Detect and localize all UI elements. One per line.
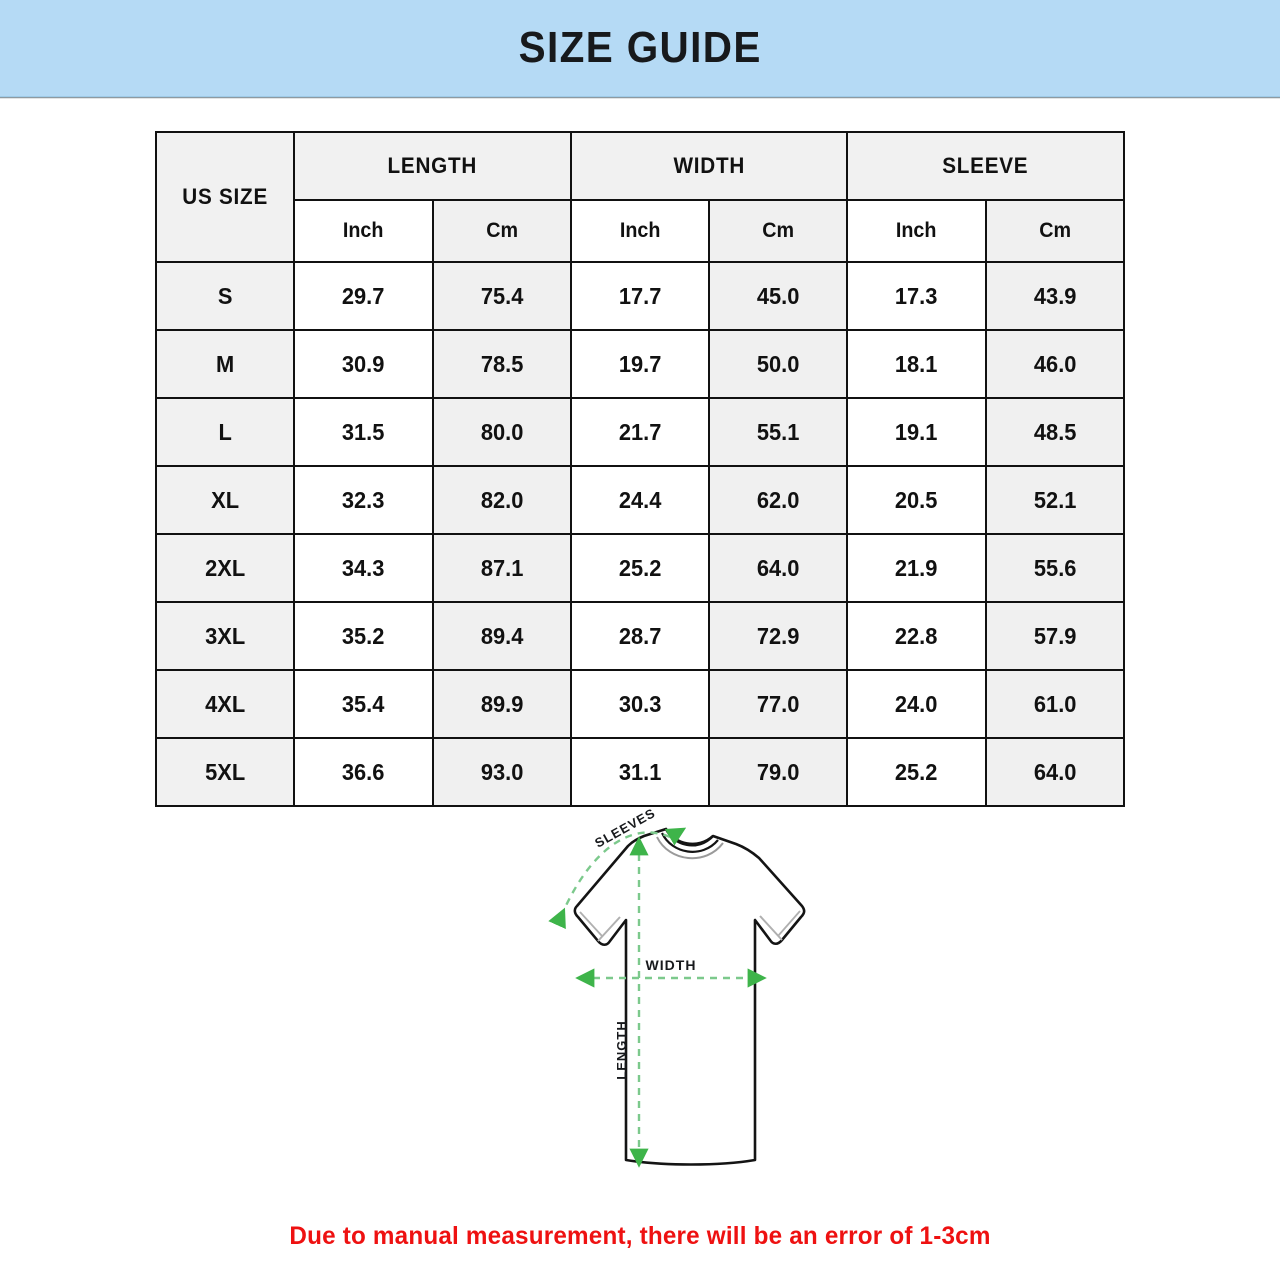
unit-header-sleeve-inch: Inch xyxy=(846,199,987,263)
table-row: S 29.7 75.4 17.7 45.0 17.3 43.9 xyxy=(154,261,1126,331)
cell-length-cm: 75.4 xyxy=(431,261,572,331)
cell-width-inch: 30.3 xyxy=(569,669,711,739)
cell-width-cm: 72.9 xyxy=(708,601,849,671)
table-unit-header-row: Inch Cm Inch Cm Inch Cm xyxy=(156,199,1126,263)
cell-width-inch: 31.1 xyxy=(569,737,711,807)
cell-size: S xyxy=(154,261,296,331)
cell-sleeve-cm: 55.6 xyxy=(984,533,1126,603)
column-header-width: WIDTH xyxy=(569,131,849,201)
cell-size: XL xyxy=(154,465,296,535)
cell-sleeve-cm: 64.0 xyxy=(984,737,1126,807)
unit-header-width-inch: Inch xyxy=(569,199,711,263)
cell-sleeve-cm: 52.1 xyxy=(984,465,1126,535)
cell-length-cm: 89.4 xyxy=(431,601,572,671)
cell-size: M xyxy=(154,329,296,399)
unit-header-sleeve-cm: Cm xyxy=(984,199,1126,263)
cell-length-inch: 30.9 xyxy=(293,329,434,399)
unit-header-length-cm: Cm xyxy=(431,199,572,263)
unit-header-length-inch: Inch xyxy=(293,199,434,263)
cell-length-cm: 78.5 xyxy=(431,329,572,399)
cell-size: 2XL xyxy=(154,533,296,603)
cell-sleeve-inch: 25.2 xyxy=(846,737,987,807)
cell-sleeve-inch: 22.8 xyxy=(846,601,987,671)
size-table-body: S 29.7 75.4 17.7 45.0 17.3 43.9 M 30.9 7… xyxy=(154,261,1126,807)
cell-width-inch: 19.7 xyxy=(569,329,711,399)
cell-sleeve-cm: 43.9 xyxy=(984,261,1126,331)
cell-length-cm: 93.0 xyxy=(431,737,572,807)
cell-length-inch: 31.5 xyxy=(293,397,434,467)
size-table-container: US SIZE LENGTH WIDTH SLEEVE Inch Cm xyxy=(154,131,1126,807)
cell-sleeve-cm: 48.5 xyxy=(984,397,1126,467)
cell-sleeve-inch: 18.1 xyxy=(846,329,987,399)
cell-length-inch: 29.7 xyxy=(293,261,434,331)
cell-length-cm: 87.1 xyxy=(431,533,572,603)
width-label: WIDTH xyxy=(646,957,697,973)
cell-sleeve-inch: 21.9 xyxy=(846,533,987,603)
cell-size: 3XL xyxy=(154,601,296,671)
cell-length-cm: 89.9 xyxy=(431,669,572,739)
cell-size: L xyxy=(154,397,296,467)
table-row: 4XL 35.4 89.9 30.3 77.0 24.0 61.0 xyxy=(154,669,1126,739)
cell-width-cm: 64.0 xyxy=(708,533,849,603)
cell-width-inch: 28.7 xyxy=(569,601,711,671)
table-row: 5XL 36.6 93.0 31.1 79.0 25.2 64.0 xyxy=(154,737,1126,807)
cell-size: 4XL xyxy=(154,669,296,739)
cell-sleeve-inch: 20.5 xyxy=(846,465,987,535)
cell-sleeve-cm: 57.9 xyxy=(984,601,1126,671)
table-row: L 31.5 80.0 21.7 55.1 19.1 48.5 xyxy=(154,397,1126,467)
header-band: SIZE GUIDE xyxy=(0,0,1280,96)
length-label: LENGTH xyxy=(614,1020,629,1079)
cell-width-inch: 21.7 xyxy=(569,397,711,467)
header-divider xyxy=(0,96,1280,99)
cell-width-cm: 79.0 xyxy=(708,737,849,807)
table-row: M 30.9 78.5 19.7 50.0 18.1 46.0 xyxy=(154,329,1126,399)
cell-width-cm: 62.0 xyxy=(708,465,849,535)
cell-width-inch: 24.4 xyxy=(569,465,711,535)
cell-length-inch: 35.4 xyxy=(293,669,434,739)
cell-length-inch: 36.6 xyxy=(293,737,434,807)
table-row: XL 32.3 82.0 24.4 62.0 20.5 52.1 xyxy=(154,465,1126,535)
sleeves-measure-guide xyxy=(548,827,687,930)
cell-size: 5XL xyxy=(154,737,296,807)
column-header-us-size: US SIZE xyxy=(154,131,296,263)
cell-length-cm: 82.0 xyxy=(431,465,572,535)
cell-length-inch: 32.3 xyxy=(293,465,434,535)
column-header-sleeve: SLEEVE xyxy=(846,131,1125,201)
cell-sleeve-cm: 61.0 xyxy=(984,669,1126,739)
cell-width-cm: 77.0 xyxy=(708,669,849,739)
cell-length-inch: 34.3 xyxy=(293,533,434,603)
tshirt-measurement-diagram: SLEEVES WIDTH LENGTH xyxy=(430,800,910,1200)
cell-sleeve-inch: 19.1 xyxy=(846,397,987,467)
size-chart-table: US SIZE LENGTH WIDTH SLEEVE Inch Cm xyxy=(154,131,1126,807)
cell-length-cm: 80.0 xyxy=(431,397,572,467)
cell-width-inch: 25.2 xyxy=(569,533,711,603)
cell-sleeve-cm: 46.0 xyxy=(984,329,1126,399)
cell-length-inch: 35.2 xyxy=(293,601,434,671)
cell-sleeve-inch: 24.0 xyxy=(846,669,987,739)
cell-sleeve-inch: 17.3 xyxy=(846,261,987,331)
table-group-header-row: US SIZE LENGTH WIDTH SLEEVE xyxy=(154,131,1125,263)
column-header-length: LENGTH xyxy=(293,131,572,201)
cell-width-cm: 45.0 xyxy=(708,261,849,331)
table-row: 2XL 34.3 87.1 25.2 64.0 21.9 55.6 xyxy=(154,533,1126,603)
tshirt-outline xyxy=(573,827,806,1166)
table-row: 3XL 35.2 89.4 28.7 72.9 22.8 57.9 xyxy=(154,601,1126,671)
measurement-disclaimer: Due to manual measurement, there will be… xyxy=(289,1222,991,1250)
cell-width-inch: 17.7 xyxy=(569,261,711,331)
cell-width-cm: 55.1 xyxy=(708,397,849,467)
page-title: SIZE GUIDE xyxy=(518,23,762,72)
unit-header-width-cm: Cm xyxy=(708,199,849,263)
cell-width-cm: 50.0 xyxy=(708,329,849,399)
tshirt-svg: SLEEVES WIDTH LENGTH xyxy=(548,805,806,1168)
